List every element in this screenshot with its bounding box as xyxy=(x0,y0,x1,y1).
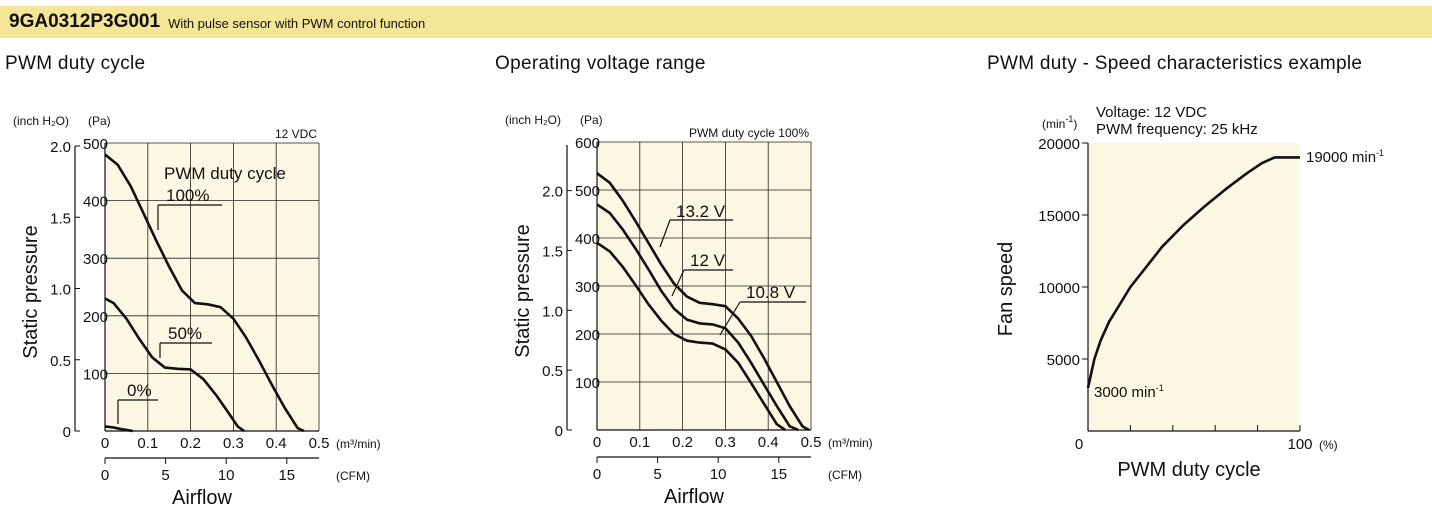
y2-tick-label: 0 xyxy=(555,423,563,440)
chart2-title: Operating voltage range xyxy=(495,53,706,74)
x2-tick-label: 10 xyxy=(710,466,727,483)
y2-tick-label: 2.0 xyxy=(50,139,71,156)
condition-voltage: Voltage: 12 VDC xyxy=(1096,104,1207,121)
x-tick-label: 0.2 xyxy=(672,434,693,451)
condition-label: PWM duty cycle 100% xyxy=(689,126,809,140)
label-leader xyxy=(671,269,685,297)
unit-close: ) xyxy=(1073,117,1077,131)
series-line xyxy=(104,153,305,433)
series-label: 100% xyxy=(166,186,209,205)
x2-tick-label: 15 xyxy=(278,467,295,484)
series-label: 0% xyxy=(127,381,152,400)
y-axis-title: Static pressure xyxy=(20,225,42,358)
x-tick-label: 0.1 xyxy=(629,434,650,451)
y-tick-label: 200 xyxy=(575,327,600,344)
x-tick-label: 0 xyxy=(1075,436,1083,453)
end-speed-label: 19000 min-1 xyxy=(1306,148,1384,166)
y2-tick-label: 1.5 xyxy=(542,243,563,260)
series-line xyxy=(596,172,810,432)
model-header-band: 9GA0312P3G001 With pulse sensor with PWM… xyxy=(0,6,1432,38)
chart1-title: PWM duty cycle xyxy=(5,53,146,74)
series-line xyxy=(596,241,787,432)
y-unit-label: (Pa) xyxy=(580,113,603,127)
y-tick-label: 500 xyxy=(575,183,600,200)
x-axis-title: Airflow xyxy=(172,487,233,509)
y-tick-label: 15000 xyxy=(1038,208,1080,225)
series-line xyxy=(104,425,134,433)
y2-tick-label: 0 xyxy=(63,424,71,441)
y2-tick-label: 2.0 xyxy=(542,184,563,201)
x-axis-title: Airflow xyxy=(664,486,725,508)
x2-tick-label: 5 xyxy=(653,466,661,483)
series-label: 13.2 V xyxy=(676,202,726,221)
y-unit-label: (Pa) xyxy=(88,114,111,128)
x2-tick-label: 10 xyxy=(218,467,235,484)
y-tick-label: 400 xyxy=(83,194,108,211)
y-tick-label: 100 xyxy=(575,375,600,392)
x-tick-label: 0.2 xyxy=(180,435,201,452)
y-tick-label: 300 xyxy=(575,279,600,296)
x2-tick-label: 5 xyxy=(161,467,169,484)
y-tick-label: 100 xyxy=(83,366,108,383)
y-unit-label: (min-1) xyxy=(1042,114,1077,131)
series-label: 10.8 V xyxy=(746,283,796,302)
y-tick-label: 20000 xyxy=(1038,136,1080,153)
y-tick-label: 400 xyxy=(575,231,600,248)
y-tick-label: 300 xyxy=(83,251,108,268)
x2-tick-label: 0 xyxy=(593,466,601,483)
series-label: 50% xyxy=(168,324,202,343)
chart3-title: PWM duty - Speed characteristics example xyxy=(987,53,1363,74)
y2-tick-label: 1.0 xyxy=(542,303,563,320)
x2-tick-label: 15 xyxy=(770,466,787,483)
series-line xyxy=(1086,156,1300,389)
y2-unit-label: (inch H₂O) xyxy=(505,113,561,127)
condition-frequency: PWM frequency: 25 kHz xyxy=(1096,121,1258,138)
x-tick-label: 100 xyxy=(1287,436,1312,453)
y-axis-title: Static pressure xyxy=(512,224,534,357)
x-tick-label: 0.3 xyxy=(715,434,736,451)
label-leader xyxy=(719,301,741,336)
x-unit-label: (%) xyxy=(1319,438,1338,452)
series-line xyxy=(104,297,245,433)
x-axis-title: PWM duty cycle xyxy=(1117,459,1260,481)
series-label: 12 V xyxy=(690,251,726,270)
y-tick-label: 10000 xyxy=(1038,280,1080,297)
model-number: 9GA0312P3G001 xyxy=(9,11,161,32)
y2-tick-label: 1.0 xyxy=(50,282,71,299)
x-tick-label: 0 xyxy=(593,434,601,451)
x2-unit-label: (CFM) xyxy=(336,469,370,483)
legend-title: PWM duty cycle xyxy=(164,164,286,183)
x-tick-label: 0.5 xyxy=(801,434,822,451)
x2-tick-label: 0 xyxy=(101,467,109,484)
y-tick-label: 200 xyxy=(83,309,108,326)
label-leader xyxy=(659,219,671,248)
y2-tick-label: 0.5 xyxy=(542,363,563,380)
x-unit-label: (m³/min) xyxy=(336,437,381,451)
y2-unit-label: (inch H₂O) xyxy=(13,114,69,128)
x-tick-label: 0.4 xyxy=(266,435,287,452)
x-tick-label: 0.1 xyxy=(137,435,158,452)
series-line xyxy=(596,203,799,432)
x-tick-label: 0.4 xyxy=(758,434,779,451)
y-tick-label: 600 xyxy=(575,135,600,152)
x2-unit-label: (CFM) xyxy=(828,468,862,482)
y-tick-label: 500 xyxy=(83,136,108,153)
x-tick-label: 0.5 xyxy=(309,435,330,452)
x-tick-label: 0.3 xyxy=(223,435,244,452)
x-unit-label: (m³/min) xyxy=(828,436,873,450)
y-axis-title: Fan speed xyxy=(995,242,1017,337)
condition-label: 12 VDC xyxy=(275,127,317,141)
model-description: With pulse sensor with PWM control funct… xyxy=(168,16,426,31)
y-tick-label: 5000 xyxy=(1047,352,1080,369)
plot-area xyxy=(105,143,319,431)
start-speed-label: 3000 min-1 xyxy=(1094,383,1164,401)
y2-tick-label: 0.5 xyxy=(50,353,71,370)
y2-tick-label: 1.5 xyxy=(50,210,71,227)
plot-area xyxy=(1088,143,1300,431)
x-tick-label: 0 xyxy=(101,435,109,452)
